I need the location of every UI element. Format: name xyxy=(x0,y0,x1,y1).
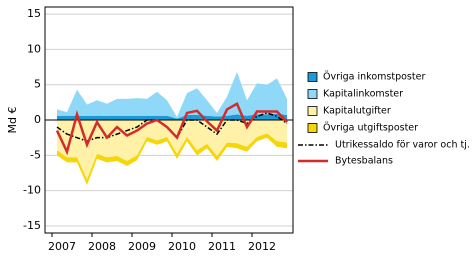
y-tick-label: 10 xyxy=(27,42,41,55)
legend-label: Kapitalutgifter xyxy=(323,106,391,117)
legend-swatch xyxy=(307,123,318,133)
x-tick-label: 2010 xyxy=(168,240,196,253)
line xyxy=(55,101,288,156)
y-tick-label: -5 xyxy=(30,148,41,161)
x-tick-label: 2011 xyxy=(208,240,236,253)
y-tick-label: 0 xyxy=(34,113,41,126)
legend-label: Utrikessaldo för varor och tj. xyxy=(335,140,470,151)
legend-label: Kapitalinkomster xyxy=(323,89,403,100)
legend-swatch xyxy=(307,72,318,82)
legend-swatch xyxy=(307,89,318,99)
area xyxy=(57,113,287,120)
y-tick-label: -10 xyxy=(23,184,41,197)
y-axis-label: Md € xyxy=(6,107,19,134)
legend-label: Övriga inkomstposter xyxy=(323,72,425,83)
x-tick-label: 2012 xyxy=(248,240,276,253)
area xyxy=(57,133,287,185)
legend-label: Bytesbalans xyxy=(335,156,393,167)
y-tick-label: -15 xyxy=(23,219,41,232)
x-tick-label: 2008 xyxy=(88,240,116,253)
legend-label: Övriga utgiftsposter xyxy=(323,123,418,134)
x-tick-label: 2007 xyxy=(48,240,76,253)
legend-swatch xyxy=(307,106,318,116)
x-tick-label: 2009 xyxy=(128,240,156,253)
area xyxy=(57,120,287,180)
y-tick-label: 5 xyxy=(34,78,41,91)
plot-frame xyxy=(44,6,294,234)
y-tick-label: 15 xyxy=(27,7,41,20)
